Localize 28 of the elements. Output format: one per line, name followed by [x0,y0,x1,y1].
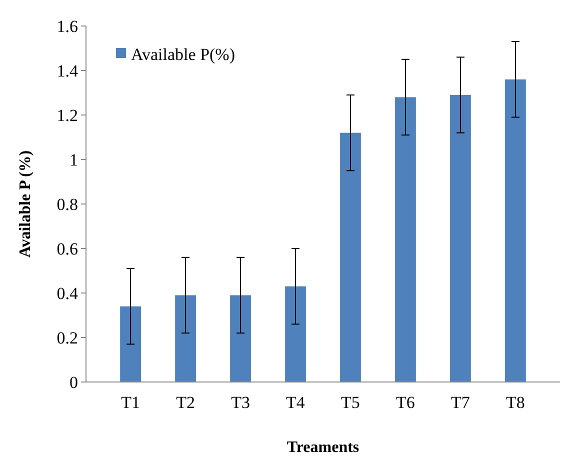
bar [285,286,306,382]
x-tick-label: T3 [231,393,250,412]
y-tick-label: 1.6 [56,16,78,36]
y-tick-label: 0.4 [56,284,78,303]
y-tick-label: 0.8 [56,194,78,214]
bar [120,306,141,382]
bar [395,97,416,382]
x-tick-label: T6 [396,393,415,412]
bar [175,295,196,382]
x-axis-title: Treaments [286,439,360,456]
y-tick-label: 1 [70,150,78,170]
x-tick-label: T2 [176,393,195,412]
y-tick-label: 0.6 [56,239,78,258]
x-tick-label: T1 [121,393,140,412]
x-tick-label: T7 [451,393,470,412]
y-tick-label: 0.2 [56,328,78,348]
y-tick-label: 1.4 [56,61,78,80]
bar [230,295,251,382]
y-tick-label: 0 [70,372,78,392]
bar [505,79,526,382]
legend-label: Available P(%) [131,44,236,64]
x-tick-label: T5 [341,393,360,412]
x-tick-label: T8 [506,393,525,412]
y-axis-title: Available P (%) [17,150,34,258]
bar [340,132,361,382]
x-tick-label: T4 [286,393,306,412]
bar [450,94,471,382]
y-tick-label: 1.2 [56,106,78,125]
